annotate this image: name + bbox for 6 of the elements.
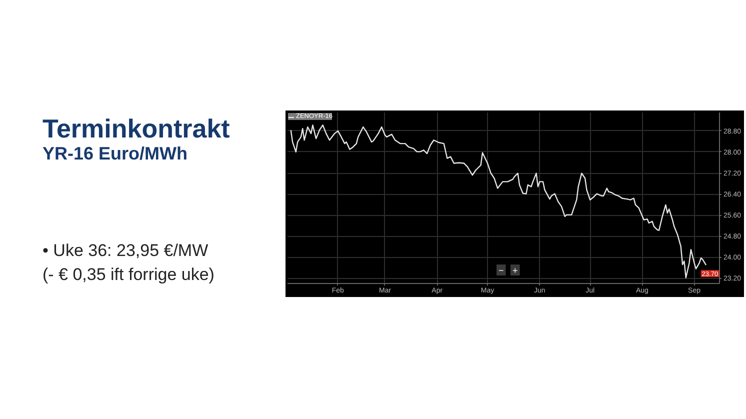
chart-title: Terminkontrakt xyxy=(42,114,230,144)
annotation: − xyxy=(498,266,504,276)
annotation: + xyxy=(512,266,518,276)
text: YR-16 Euro/MWh xyxy=(42,144,188,164)
text: (- € 0,35 ift forrige uke) xyxy=(42,265,214,284)
text: • Uke 36: 23,95 €/MW xyxy=(42,241,208,260)
